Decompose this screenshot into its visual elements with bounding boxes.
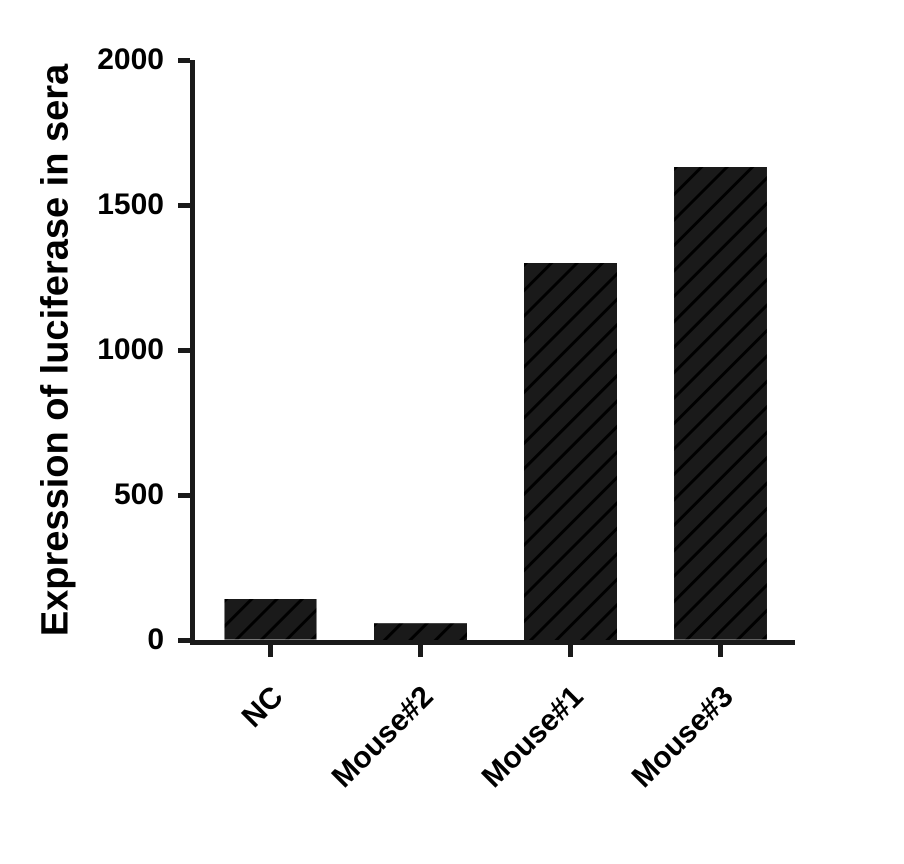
y-tick-label: 1500 xyxy=(97,188,178,222)
plot-area: 0500100015002000 NC Mouse#2 Mouse#1 xyxy=(195,60,795,640)
y-tick-mark xyxy=(178,203,190,208)
x-category-label: Mouse#2 xyxy=(325,680,440,795)
x-tick-mark xyxy=(418,645,423,657)
y-tick-mark xyxy=(178,493,190,498)
bar xyxy=(674,167,767,640)
bar xyxy=(224,599,317,640)
y-tick-mark xyxy=(178,638,190,643)
y-tick-mark xyxy=(178,348,190,353)
y-tick-label: 2000 xyxy=(97,43,178,77)
bar xyxy=(524,263,617,640)
y-tick-label: 0 xyxy=(147,623,178,657)
x-axis-line xyxy=(190,640,795,645)
x-category-label: NC xyxy=(235,680,290,735)
x-tick-mark xyxy=(268,645,273,657)
bar xyxy=(374,623,467,640)
y-tick-label: 1000 xyxy=(97,333,178,367)
y-tick-mark xyxy=(178,58,190,63)
chart-container: Expression of luciferase in sera 0500100… xyxy=(0,0,904,864)
x-category-label: Mouse#1 xyxy=(475,680,590,795)
y-tick-label: 500 xyxy=(114,478,178,512)
x-tick-mark xyxy=(568,645,573,657)
x-tick-mark xyxy=(718,645,723,657)
y-axis-line xyxy=(190,60,195,645)
y-axis-label: Expression of luciferase in sera xyxy=(34,64,77,636)
x-category-label: Mouse#3 xyxy=(625,680,740,795)
